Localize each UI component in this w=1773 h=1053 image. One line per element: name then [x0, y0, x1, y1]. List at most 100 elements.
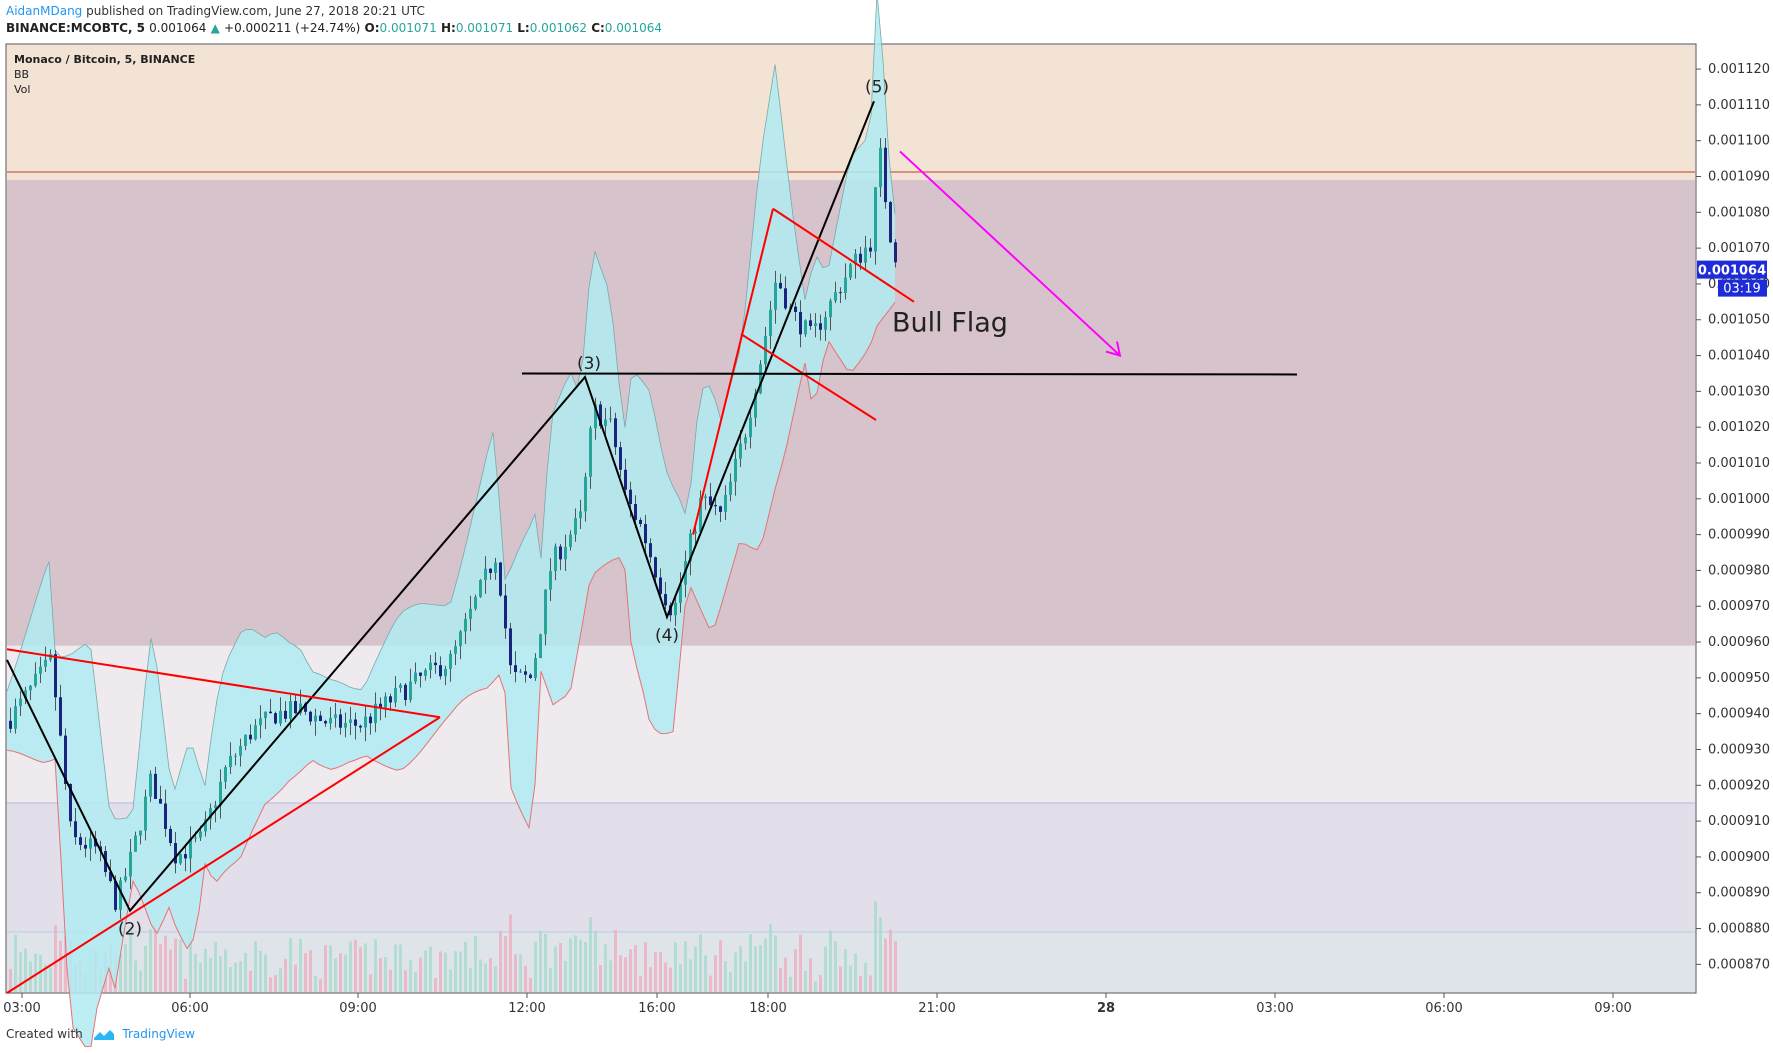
candle-body	[29, 685, 32, 691]
volume-bar	[19, 952, 22, 992]
price-tick-label: 0.000990	[1708, 528, 1770, 543]
candle-body	[264, 711, 267, 719]
candle-body	[114, 881, 117, 910]
volume-bar	[319, 979, 322, 992]
volume-bar	[504, 936, 507, 992]
candle-body	[34, 673, 37, 686]
volume-bar	[149, 929, 152, 992]
price-tick-label: 0.001050	[1708, 313, 1770, 328]
candle-body	[534, 658, 537, 678]
candle-body	[334, 714, 337, 718]
candle-body	[889, 202, 892, 243]
price-tick-label: 0.001120	[1708, 62, 1770, 77]
tradingview-link[interactable]: TradingView	[122, 1027, 195, 1041]
volume-bar	[154, 926, 157, 992]
volume-bar	[364, 943, 367, 992]
volume-bar	[499, 931, 502, 992]
candle-body	[514, 665, 517, 673]
candle-body	[259, 718, 262, 726]
candle-body	[429, 662, 432, 671]
candle-body	[209, 808, 212, 820]
candle-body	[634, 503, 637, 520]
price-tick-label: 0.000970	[1708, 599, 1770, 614]
candle-body	[459, 631, 462, 647]
volume-bar	[39, 954, 42, 992]
published-text: published on TradingView.com, June 27, 2…	[82, 4, 425, 18]
candle-body	[329, 717, 332, 724]
candle-body	[314, 715, 317, 722]
volume-bar	[419, 957, 422, 992]
volume-bar	[719, 940, 722, 992]
candle-body	[189, 838, 192, 859]
wave-label: (2)	[118, 920, 142, 940]
candle-body	[589, 428, 592, 477]
candle-body	[224, 767, 227, 782]
volume-bar	[724, 961, 727, 992]
candle-body	[249, 734, 252, 740]
candle-body	[279, 710, 282, 724]
candle-body	[649, 543, 652, 558]
volume-bar	[449, 969, 452, 992]
volume-bar	[199, 962, 202, 992]
volume-bar	[779, 967, 782, 992]
volume-bar	[324, 945, 327, 992]
candle-body	[199, 831, 202, 838]
legend-bb[interactable]: BB	[14, 68, 30, 81]
candle-body	[54, 654, 57, 698]
volume-bar	[344, 954, 347, 992]
volume-bar	[159, 944, 162, 992]
volume-bar	[394, 944, 397, 992]
volume-bar	[49, 967, 52, 992]
volume-bar	[29, 961, 32, 992]
volume-bar	[889, 929, 892, 992]
candle-body	[494, 562, 497, 573]
price-tick-label: 0.000920	[1708, 778, 1770, 793]
volume-bar	[234, 962, 237, 992]
candle-body	[624, 469, 627, 490]
volume-bar	[389, 969, 392, 992]
volume-bar	[644, 942, 647, 992]
candle-body	[779, 282, 782, 289]
candle-body	[344, 722, 347, 728]
price-tick-label: 0.001090	[1708, 170, 1770, 185]
candle-body	[39, 666, 42, 674]
volume-bar	[124, 943, 127, 992]
legend-vol[interactable]: Vol	[14, 83, 31, 96]
volume-bar	[544, 933, 547, 992]
volume-bar	[479, 959, 482, 992]
time-tick-label: 06:00	[1425, 1001, 1462, 1016]
volume-bar	[204, 948, 207, 992]
candle-body	[654, 557, 657, 578]
price-tick-label: 0.001100	[1708, 134, 1770, 149]
candle-body	[239, 746, 242, 756]
candle-body	[354, 719, 357, 726]
volume-bar	[349, 941, 352, 992]
candle-body	[154, 773, 157, 799]
triangle-lower-line	[6, 716, 441, 994]
volume-bar	[789, 976, 792, 992]
candle-body	[609, 418, 612, 420]
volume-bar	[254, 941, 257, 992]
volume-bar	[709, 975, 712, 992]
volume-bar	[474, 935, 477, 992]
volume-bar	[639, 975, 642, 992]
volume-bar	[44, 964, 47, 992]
author-link[interactable]: AidanMDang	[6, 4, 83, 18]
volume-bar	[259, 950, 262, 992]
candle-body	[284, 710, 287, 719]
volume-bar	[604, 944, 607, 992]
volume-bar	[279, 968, 282, 992]
volume-bar	[444, 952, 447, 992]
candle-body	[759, 364, 762, 394]
volume-bar	[14, 934, 17, 992]
volume-zone-1	[7, 803, 1695, 932]
candle-body	[84, 844, 87, 849]
candle-body	[229, 755, 232, 768]
current-price-tag	[1697, 260, 1767, 279]
volume-bar	[464, 941, 467, 992]
volume-bar	[764, 938, 767, 992]
candle-body	[89, 838, 92, 849]
candle-body	[874, 187, 877, 252]
candle-body	[724, 494, 727, 512]
